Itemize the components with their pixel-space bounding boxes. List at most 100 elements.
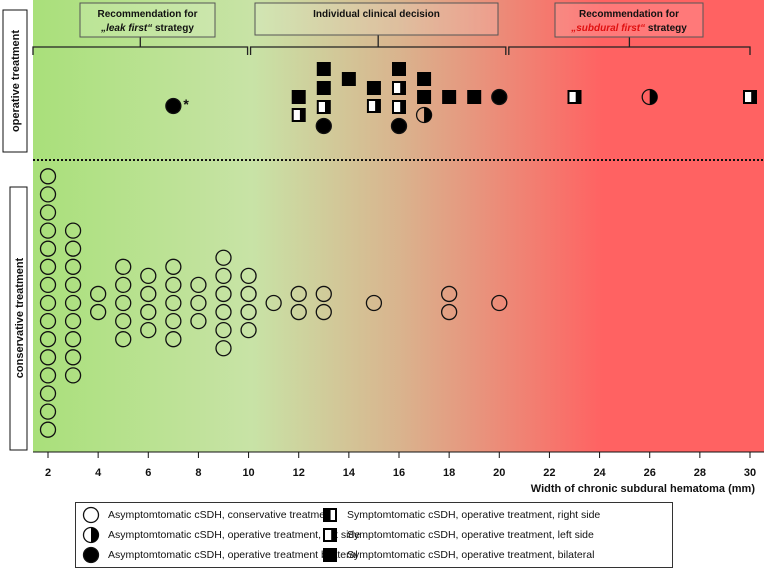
circle-shape [115, 331, 132, 348]
conservative-point [215, 267, 232, 285]
square-shape [291, 90, 306, 104]
circle-shape [290, 285, 307, 303]
circle-shape [89, 303, 107, 321]
conservative-point [215, 340, 232, 357]
conservative-point [39, 168, 57, 185]
circle-shape [39, 294, 57, 312]
legend-label: Asymptomtomatic cSDH, operative treatmen… [108, 549, 358, 561]
conservative-point [215, 321, 232, 339]
zone-subtitle: „leak first“ strategy [100, 23, 194, 34]
operative-point [316, 81, 331, 95]
circle-shape [39, 168, 57, 185]
operative-point [366, 81, 381, 95]
x-tick-label: 6 [145, 467, 151, 479]
circle-shape [315, 303, 332, 321]
legend-item: Asymptomtomatic cSDH, operative treatmen… [82, 526, 360, 544]
operative-point [392, 100, 406, 114]
operative-row-label: operative treatment [10, 30, 22, 132]
conservative-point [64, 258, 82, 275]
half-fill [375, 100, 380, 112]
circle-shape [64, 294, 82, 312]
conservative-point [215, 303, 232, 321]
operative-point [341, 72, 356, 86]
circle-shape [165, 312, 182, 330]
square-right-icon [323, 508, 337, 522]
x-tick-label: 12 [293, 467, 305, 479]
circle-shape [64, 331, 82, 348]
circle-shape [315, 285, 332, 303]
square-shape [366, 81, 381, 95]
circle-bilateral-icon [82, 546, 100, 564]
conservative-point [190, 294, 207, 312]
half-fill [424, 107, 432, 123]
legend-label: Symptomtomatic cSDH, operative treatment… [347, 529, 594, 541]
circle-shape [215, 249, 232, 266]
circle-shape [89, 285, 107, 303]
circle-shape [140, 303, 157, 321]
circle-shape [240, 267, 257, 285]
conservative-point [240, 321, 257, 339]
square-shape [392, 62, 406, 76]
conservative-point [190, 312, 207, 330]
conservative-point [140, 321, 157, 339]
half-fill [751, 91, 756, 103]
legend-label: Asymptomtomatic cSDH, operative treatmen… [108, 529, 361, 541]
conservative-point [64, 222, 82, 239]
circle-shape [115, 276, 132, 294]
operative-point [415, 106, 433, 124]
conservative-point [39, 331, 57, 348]
circle-shape [190, 294, 207, 312]
circle-shape [82, 506, 100, 524]
circle-shape [39, 312, 57, 330]
circle-shape [315, 117, 332, 135]
conservative-point [39, 312, 57, 330]
zone-title: Individual clinical decision [313, 9, 440, 20]
conservative-point [89, 285, 107, 303]
conservative-point [39, 367, 57, 384]
circle-shape [39, 240, 57, 257]
legend-item: Asymptomtomatic cSDH, conservative treat… [82, 506, 334, 524]
conservative-point [140, 267, 157, 285]
conservative-label-box [9, 186, 28, 451]
circle-shape [290, 303, 307, 321]
circle-shape [39, 258, 57, 275]
circle-open-marker [82, 506, 100, 524]
circle-shape [165, 276, 182, 294]
conservative-point [165, 276, 182, 294]
square-bilateral-icon [323, 548, 337, 562]
circle-shape [39, 349, 57, 366]
conservative-point [140, 303, 157, 321]
conservative-point [165, 258, 182, 275]
conservative-point [140, 285, 157, 303]
conservative-point [315, 303, 332, 321]
circle-left-marker [82, 526, 100, 544]
conservative-point [290, 285, 307, 303]
x-tick-label: 20 [493, 467, 505, 479]
legend-item: Symptomtomatic cSDH, operative treatment… [321, 546, 594, 564]
conservative-point [240, 267, 257, 285]
circle-shape [39, 276, 57, 294]
legend-item: Asymptomtomatic cSDH, operative treatmen… [82, 546, 358, 564]
conservative-point [64, 331, 82, 348]
x-tick-label: 24 [593, 467, 606, 479]
conservative-point [39, 421, 57, 438]
circle-shape [64, 258, 82, 275]
square-shape [341, 72, 356, 86]
circle-shape [39, 222, 57, 239]
circle-shape [39, 403, 57, 420]
conservative-point [64, 240, 82, 257]
conservative-point [39, 240, 57, 257]
square-shape [417, 90, 432, 104]
operative-point [392, 81, 406, 95]
x-tick-label: 2 [45, 467, 51, 479]
zone-box [254, 2, 499, 36]
zone-box [554, 2, 704, 38]
conservative-point [64, 294, 82, 312]
operative-point [315, 117, 332, 135]
circle-shape [240, 285, 257, 303]
zone-bracket [32, 37, 249, 55]
conservative-point [39, 258, 57, 275]
asterisk-annotation: * [183, 96, 189, 112]
circle-shape [165, 294, 182, 312]
zone-bracket [508, 37, 751, 55]
